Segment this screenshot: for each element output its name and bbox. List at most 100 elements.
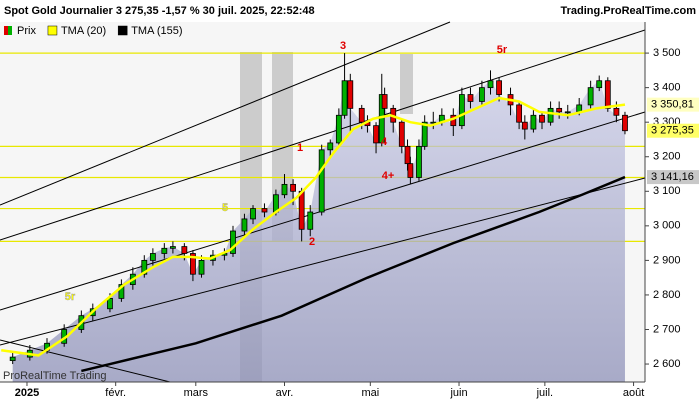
y-tick-label: 3 000 [653, 220, 681, 232]
y-tick-label: 2 900 [653, 254, 681, 266]
channel-line [0, 339, 171, 383]
candle-body [521, 121, 528, 130]
watermark: ProRealTime Trading [3, 370, 107, 382]
candle-body [373, 125, 379, 144]
candle-body [198, 259, 205, 275]
candle-body [318, 149, 325, 213]
candle-body [241, 218, 248, 232]
band [400, 54, 413, 114]
channel-lines [0, 21, 646, 383]
candle-body [458, 94, 465, 127]
candle-body [416, 145, 422, 178]
candle-body [170, 246, 176, 249]
legend-swatch [8, 26, 12, 35]
candle-body [335, 114, 342, 144]
x-tick-label: mars [184, 387, 209, 399]
candle-body [398, 121, 405, 147]
y-tick-label: 2 700 [653, 323, 681, 335]
x-tick-label: avr. [276, 387, 294, 399]
channel-line [0, 21, 451, 206]
price-area [12, 80, 625, 382]
legend-swatch [117, 25, 128, 36]
candle-body [290, 183, 296, 192]
candle-body [107, 297, 113, 310]
last-value-box [647, 170, 699, 185]
candle-body [149, 253, 156, 261]
candle-body [161, 247, 168, 254]
x-tick-label: juin [449, 387, 467, 399]
candle-body [622, 114, 628, 132]
candle-body [487, 80, 494, 89]
x-tick-label: mai [361, 387, 379, 399]
candle-body [576, 104, 583, 113]
x-tick-label: juil. [536, 387, 554, 399]
candle-body [467, 94, 474, 102]
last-value-box [647, 97, 699, 112]
wave-label: 5r [497, 44, 508, 56]
legend-swatch [4, 26, 8, 35]
x-tick-label: août [623, 387, 644, 399]
candle-body [9, 356, 16, 361]
last-price-box [647, 123, 699, 138]
last-value-label: 3 350,81 [651, 99, 694, 111]
candle-body [430, 121, 437, 124]
legend-label: TMA (155) [131, 25, 182, 37]
wave-label: 5 [222, 202, 228, 214]
candle-body [421, 121, 428, 147]
last-value-label: 3 141,16 [651, 171, 694, 183]
candle-body [298, 190, 305, 230]
candle-body [307, 211, 314, 230]
candle-body [479, 87, 485, 102]
y-tick-label: 3 200 [653, 151, 681, 163]
wave-label: 4 [381, 136, 388, 148]
wave-label: 1 [297, 142, 303, 154]
candle-body [407, 163, 414, 178]
source: Trading.ProRealTime.com [560, 5, 696, 17]
y-tick-label: 3 400 [653, 82, 681, 94]
x-tick-label: 2025 [15, 387, 39, 399]
candle-body [341, 80, 348, 116]
candle-body [381, 94, 388, 109]
legend-label: Prix [17, 25, 36, 37]
candle-body [250, 208, 256, 220]
candle-body [327, 142, 334, 151]
channel-line [0, 177, 646, 346]
y-tick-label: 3 100 [653, 185, 681, 197]
candle-body [496, 80, 502, 95]
candle-body [564, 111, 571, 114]
legend-swatch [47, 25, 58, 36]
legend-item: Prix [4, 25, 36, 37]
ma-line [1, 96, 626, 357]
chart-title: Spot Gold Journalier 3 275,35 -1,57 % 30… [4, 5, 315, 17]
candle-body [281, 183, 288, 196]
y-tick-label: 2 600 [653, 358, 681, 370]
legend-label: TMA (20) [61, 25, 106, 37]
candle-body [347, 80, 354, 109]
candle-body [181, 246, 188, 254]
candle-body [118, 284, 125, 299]
wave-label: 5r [65, 291, 76, 303]
candle-body [613, 107, 620, 116]
candle-body [539, 114, 545, 123]
candle-body [604, 80, 611, 109]
candle-body [404, 145, 411, 165]
x-tick-label: févr. [105, 387, 126, 399]
candle-body [547, 107, 554, 123]
candle-body [530, 114, 537, 130]
candle-body [230, 230, 236, 254]
candle-body [358, 107, 365, 123]
candle-body [516, 104, 523, 123]
candle-body [556, 107, 563, 113]
channel-line [0, 29, 646, 241]
ma-line [81, 175, 626, 373]
y-tick-label: 3 500 [653, 47, 681, 59]
last-price-label: 3 275,35 [651, 125, 694, 137]
wave-label: 2 [309, 236, 315, 248]
y-tick-label: 2 800 [653, 289, 681, 301]
legend-item: TMA (20) [47, 25, 106, 37]
candle-body [261, 208, 268, 213]
wave-label: 3 [340, 40, 346, 52]
candle-body [587, 87, 594, 106]
data-layer [1, 53, 628, 373]
